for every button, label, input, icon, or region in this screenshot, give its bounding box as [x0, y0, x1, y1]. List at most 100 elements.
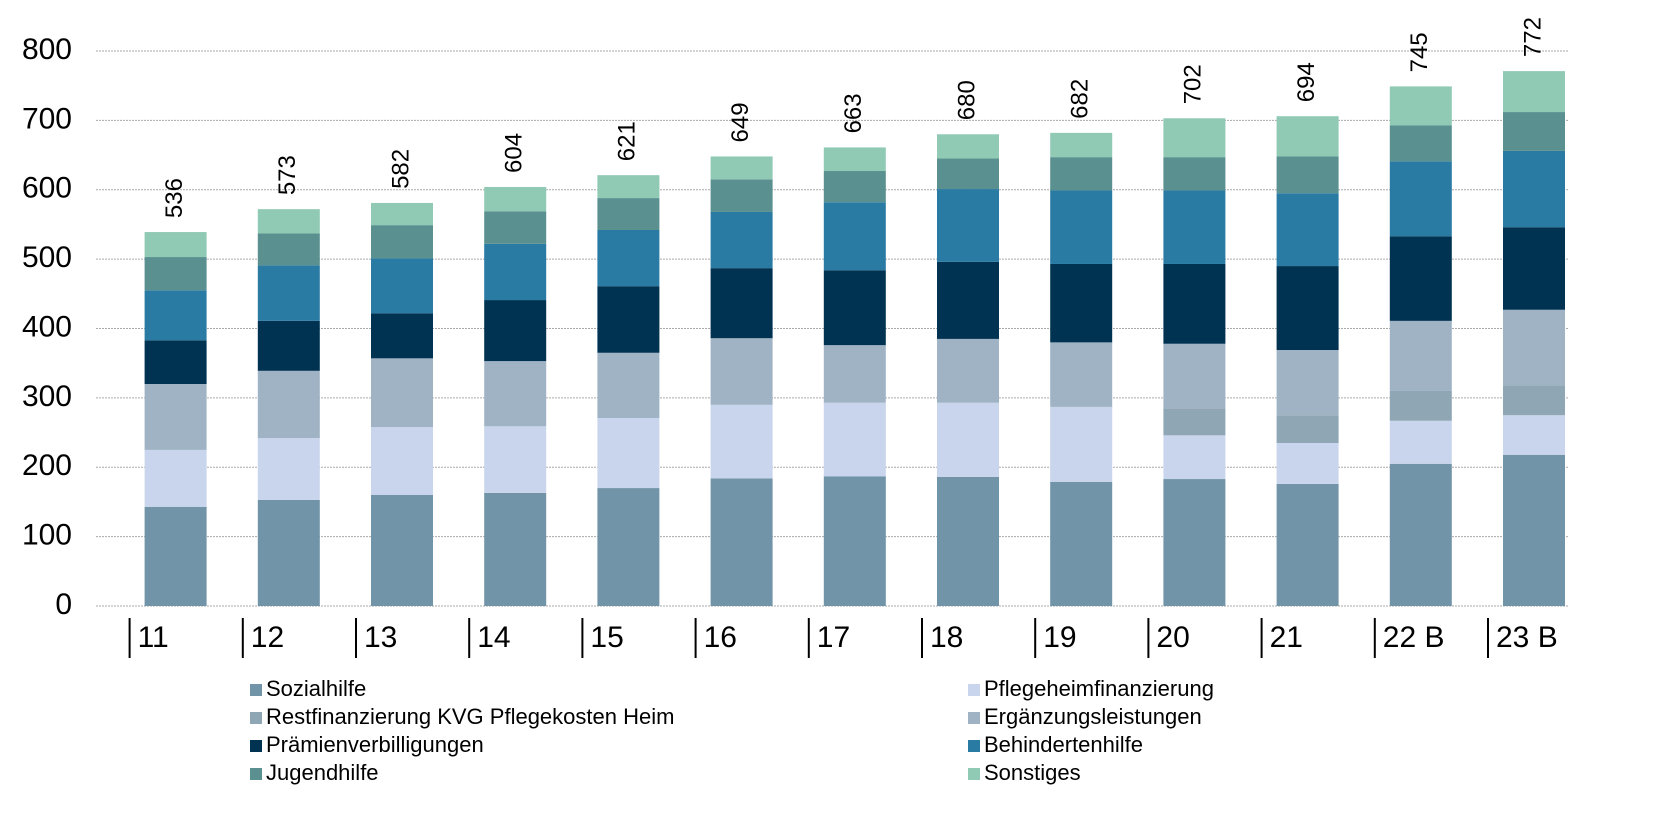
legend-swatch — [250, 712, 262, 724]
bar-segment — [710, 338, 773, 405]
bar-segment — [257, 265, 320, 321]
bar-segment — [710, 156, 773, 180]
legend-label: Prämienverbilligungen — [266, 732, 484, 757]
x-tick-label: 17 — [817, 621, 850, 654]
total-label: 536 — [161, 178, 188, 218]
bar-segment — [484, 243, 547, 301]
x-tick-label: 19 — [1043, 621, 1076, 654]
bar-segment — [371, 495, 433, 606]
bar-segment — [1163, 118, 1226, 158]
bar-segment — [1389, 320, 1452, 391]
x-tick-label: 20 — [1156, 621, 1189, 654]
bar-segment — [371, 427, 433, 495]
total-label: 745 — [1406, 32, 1433, 72]
bar-segment — [484, 492, 547, 606]
bar-segment — [710, 404, 773, 479]
bar-segment — [144, 384, 207, 450]
bar-segment — [710, 268, 773, 339]
bar-segment — [1163, 157, 1226, 191]
bar-segment — [823, 171, 886, 203]
bar-segment — [1389, 125, 1452, 162]
legend-label: Sozialhilfe — [266, 676, 366, 701]
x-tick-label: 16 — [704, 621, 737, 654]
total-label: 649 — [727, 102, 754, 142]
y-tick-label: 300 — [22, 380, 72, 413]
bar-segment — [1503, 309, 1565, 386]
y-tick-label: 700 — [22, 102, 72, 135]
y-tick-label: 500 — [22, 241, 72, 274]
bar-segment — [1050, 263, 1113, 343]
bar-segment — [1163, 343, 1226, 409]
total-label: 621 — [614, 121, 641, 161]
total-label: 702 — [1180, 64, 1207, 104]
bar-segment — [937, 134, 999, 159]
bar-segment — [144, 449, 207, 507]
total-label: 663 — [840, 93, 867, 133]
legend-label: Jugendhilfe — [266, 760, 379, 785]
bar-segment — [1503, 385, 1565, 416]
bar-segment — [823, 270, 886, 346]
legend-swatch — [968, 684, 980, 696]
legend-swatch — [968, 768, 980, 780]
x-tick-label: 23 B — [1496, 621, 1558, 654]
x-tick-label: 14 — [477, 621, 510, 654]
bar-segment — [597, 198, 660, 230]
y-tick-label: 600 — [22, 172, 72, 205]
y-tick-label: 100 — [22, 519, 72, 552]
bar-segment — [1503, 415, 1565, 455]
bar-segment — [257, 209, 320, 234]
bar-segment — [937, 476, 999, 606]
total-label: 573 — [274, 155, 301, 195]
bar-segment — [1276, 116, 1339, 157]
x-tick-label: 11 — [138, 621, 169, 654]
y-tick-label: 0 — [55, 588, 72, 621]
bar-segment — [937, 338, 999, 403]
legend-label: Ergänzungsleistungen — [984, 704, 1202, 729]
total-label: 604 — [501, 133, 528, 173]
bar-segment — [1503, 150, 1565, 228]
total-label: 582 — [387, 149, 414, 189]
legend-swatch — [250, 740, 262, 752]
bar-segment — [1163, 190, 1226, 264]
bar-segment — [484, 211, 547, 244]
bar-segment — [1503, 71, 1565, 113]
bar-segment — [710, 478, 773, 606]
bar-segment — [1389, 236, 1452, 321]
bar-segment — [1276, 266, 1339, 351]
y-tick-label: 800 — [22, 33, 72, 66]
bar-segment — [1163, 263, 1226, 344]
bar-segment — [1163, 435, 1226, 480]
bar-segment — [823, 202, 886, 271]
bar-segment — [257, 233, 320, 266]
bar-segment — [371, 202, 433, 226]
bar-segment — [484, 361, 547, 427]
x-tick-label: 21 — [1270, 621, 1303, 654]
bar-segment — [1503, 112, 1565, 151]
bar-segment — [1389, 420, 1452, 464]
bar-segment — [1050, 481, 1113, 606]
bar-segment — [1276, 483, 1339, 606]
bar-segment — [1389, 463, 1452, 606]
legend-label: Sonstiges — [984, 760, 1081, 785]
bar-segment — [484, 426, 547, 493]
bar-segment — [1276, 350, 1339, 416]
legend-swatch — [250, 684, 262, 696]
bar-segment — [1050, 190, 1113, 264]
bar-segment — [937, 261, 999, 339]
bar-segment — [1050, 406, 1113, 482]
y-tick-label: 200 — [22, 449, 72, 482]
bar-segment — [1163, 408, 1226, 436]
bar-segment — [1276, 442, 1339, 484]
bar-segment — [1503, 227, 1565, 310]
bar-segment — [371, 313, 433, 359]
bar-segment — [597, 175, 660, 199]
bar-segment — [144, 257, 207, 291]
bar-segment — [1389, 390, 1452, 421]
bar-segment — [1163, 479, 1226, 606]
bar-segment — [1389, 86, 1452, 126]
y-tick-label: 400 — [22, 310, 72, 343]
x-tick-label: 15 — [590, 621, 623, 654]
x-tick-label: 13 — [364, 621, 397, 654]
bar-segment — [597, 488, 660, 606]
